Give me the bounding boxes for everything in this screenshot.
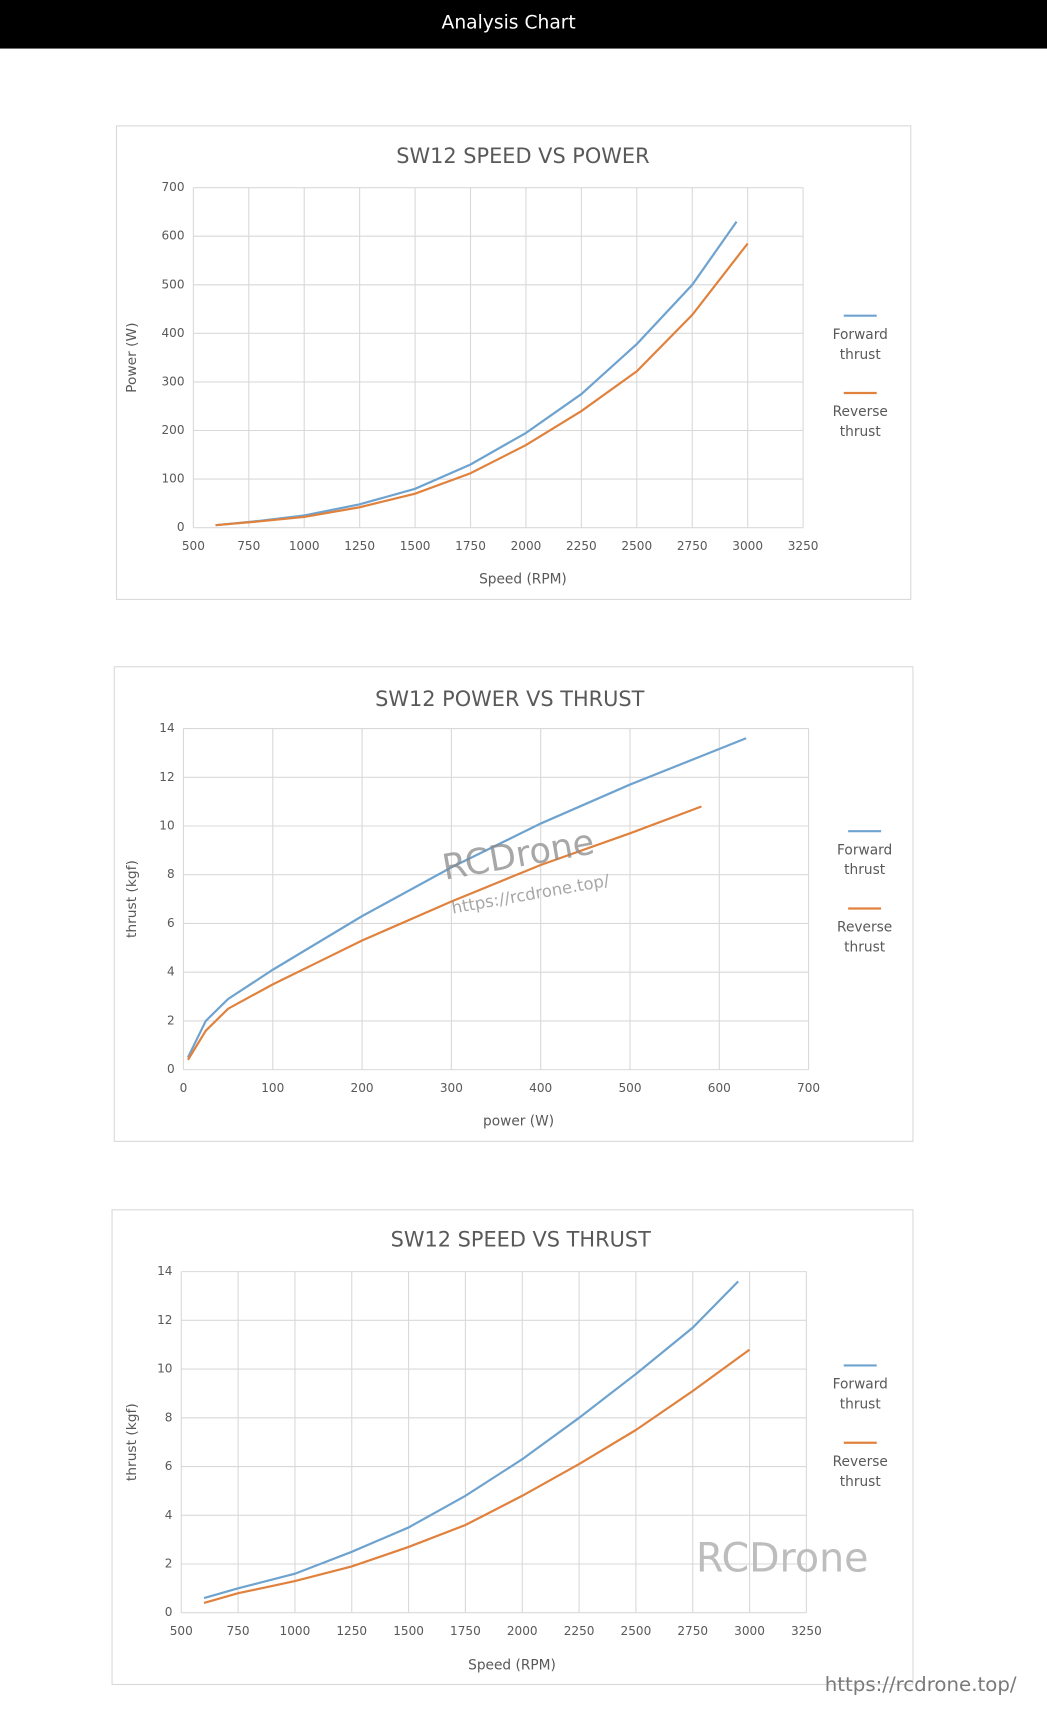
x-tick-label: 200: [351, 1081, 374, 1095]
data-line: [203, 1280, 739, 1600]
x-tick-label: 0: [180, 1081, 188, 1095]
x-tick-label: 3250: [788, 539, 819, 553]
data-line: [215, 242, 749, 527]
x-tick-label: 1750: [450, 1624, 481, 1638]
legend-label: Reverse thrust: [837, 918, 893, 955]
x-tick-label: 2000: [511, 539, 542, 553]
x-tick-label: 2250: [564, 1624, 595, 1638]
y-tick-label: 6: [165, 1459, 173, 1473]
x-tick-label: 300: [440, 1081, 463, 1095]
x-tick-label: 500: [618, 1081, 641, 1095]
y-axis-label: thrust (kgf): [124, 1403, 140, 1481]
x-axis-label: Speed (RPM): [468, 1658, 556, 1674]
legend-entry: Reverse thrust: [832, 402, 888, 440]
x-tick-label: 1250: [336, 1624, 367, 1638]
y-tick-label: 2: [165, 1556, 173, 1570]
y-tick-label: 2: [167, 1013, 175, 1027]
x-tick-label: 500: [182, 539, 205, 553]
y-axis-label: thrust (kgf): [124, 860, 140, 938]
x-tick-label: 2250: [566, 539, 597, 553]
y-tick-label: 12: [159, 770, 174, 784]
x-axis-label: power (W): [483, 1113, 554, 1129]
y-tick-label: 12: [157, 1313, 172, 1327]
watermark: https://rcdrone.top/: [825, 1673, 1017, 1696]
x-tick-label: 1250: [344, 539, 375, 553]
y-axis-label: Power (W): [124, 322, 140, 392]
x-tick-label: 2750: [677, 539, 708, 553]
header-title: Analysis Chart: [442, 13, 576, 34]
x-tick-label: 2500: [621, 539, 652, 553]
x-tick-label: 750: [237, 539, 260, 553]
y-tick-label: 6: [167, 916, 175, 930]
legend-entry: Forward thrust: [832, 325, 888, 363]
x-tick-label: 3250: [791, 1624, 822, 1638]
y-tick-label: 0: [165, 1605, 173, 1619]
data-line: [215, 221, 738, 527]
x-tick-label: 600: [708, 1081, 731, 1095]
legend-label: Forward thrust: [837, 841, 893, 878]
watermark: RCDrone: [696, 1535, 868, 1581]
y-tick-label: 500: [162, 277, 185, 291]
x-tick-label: 2500: [621, 1624, 652, 1638]
chart-frame: [113, 666, 914, 1142]
x-tick-label: 1500: [393, 1624, 424, 1638]
y-tick-label: 14: [159, 721, 175, 735]
x-tick-label: 3000: [732, 539, 763, 553]
data-line: [186, 805, 702, 1061]
y-tick-label: 4: [165, 1508, 173, 1522]
legend-entry: Reverse thrust: [832, 1452, 888, 1490]
chart-title: SW12 POWER VS THRUST: [375, 687, 644, 711]
x-tick-label: 2000: [507, 1624, 538, 1638]
legend-label: Reverse thrust: [832, 402, 888, 440]
legend-entry: Reverse thrust: [837, 918, 893, 955]
x-tick-label: 1000: [280, 1624, 311, 1638]
legend-label: Reverse thrust: [832, 1452, 888, 1490]
x-tick-label: 100: [261, 1081, 284, 1095]
x-tick-label: 500: [170, 1624, 193, 1638]
x-tick-label: 3000: [734, 1624, 765, 1638]
y-tick-label: 0: [167, 1062, 175, 1076]
y-tick-label: 200: [162, 423, 185, 437]
y-tick-label: 300: [162, 374, 185, 388]
y-tick-label: 100: [162, 472, 185, 486]
legend-label: Forward thrust: [832, 1375, 888, 1412]
x-tick-label: 400: [529, 1081, 552, 1095]
x-tick-label: 1500: [400, 539, 431, 553]
y-tick-label: 8: [167, 867, 175, 881]
y-tick-label: 8: [165, 1410, 173, 1424]
y-tick-label: 4: [167, 965, 175, 979]
x-tick-label: 1750: [455, 539, 486, 553]
legend-entry: Forward thrust: [832, 1375, 888, 1412]
chart-frame: [115, 125, 912, 600]
x-axis-label: Speed (RPM): [479, 572, 567, 588]
chart-title: SW12 SPEED VS POWER: [396, 144, 649, 168]
data-line: [203, 1348, 751, 1605]
data-line: [186, 737, 747, 1058]
legend-label: Forward thrust: [832, 325, 888, 363]
y-tick-label: 14: [157, 1264, 173, 1278]
y-tick-label: 400: [162, 326, 185, 340]
header-bar: [0, 0, 1047, 49]
x-tick-label: 1000: [289, 539, 320, 553]
chart-title: SW12 SPEED VS THRUST: [391, 1228, 651, 1252]
legend-entry: Forward thrust: [837, 841, 893, 878]
y-tick-label: 700: [162, 180, 185, 194]
y-tick-label: 10: [157, 1362, 172, 1376]
x-tick-label: 750: [227, 1624, 250, 1638]
x-tick-label: 2750: [677, 1624, 708, 1638]
x-tick-label: 700: [797, 1081, 820, 1095]
y-tick-label: 600: [162, 229, 185, 243]
y-tick-label: 0: [177, 520, 185, 534]
y-tick-label: 10: [159, 818, 174, 832]
chart-frame: [111, 1209, 914, 1686]
